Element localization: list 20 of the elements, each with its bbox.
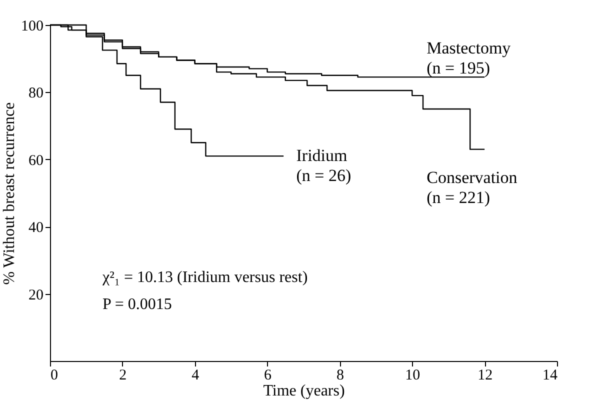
x-tick-label: 10 — [405, 368, 420, 384]
x-tick-label: 0 — [50, 368, 58, 384]
y-tick-label: 60 — [28, 152, 44, 169]
y-tick-label: 100 — [21, 18, 44, 34]
series-label: Iridium (n = 26) — [296, 146, 352, 186]
x-tick-label: 8 — [336, 368, 344, 384]
y-tick-label: 80 — [28, 86, 44, 102]
x-tick-label: 6 — [264, 368, 272, 384]
x-axis-title: Time (years) — [263, 382, 345, 400]
x-tick-label: 4 — [192, 368, 200, 384]
series-label: Mastectomy (n = 195) — [426, 38, 512, 78]
x-tick-label: 14 — [542, 368, 558, 384]
x-tick-label: 2 — [119, 368, 127, 384]
annotation: χ²₁ = 10.13 (Iridium versus rest) — [102, 269, 308, 286]
x-tick-label: 12 — [478, 368, 493, 384]
text: Conservation (n = 221) — [426, 168, 518, 207]
y-tick-label: 40 — [28, 220, 44, 236]
y-tick-label: 20 — [28, 287, 44, 304]
annotation: P = 0.0015 — [102, 296, 172, 313]
y-axis-title: % Without breast recurrence — [1, 102, 18, 285]
